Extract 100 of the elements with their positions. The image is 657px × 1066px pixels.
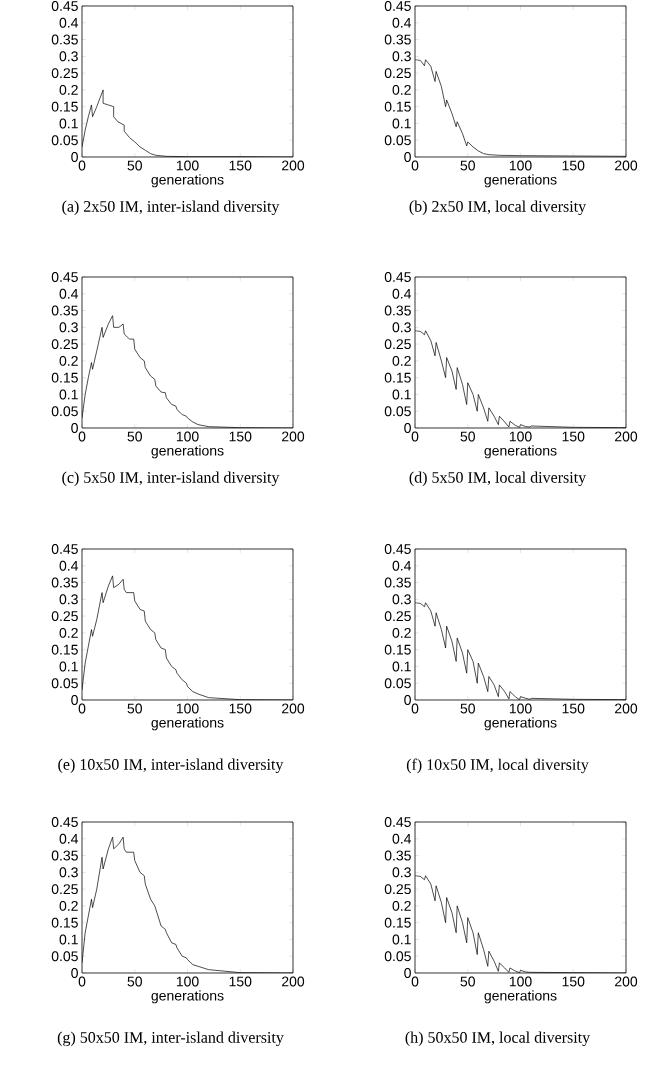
x-tick-label: 100	[176, 160, 199, 171]
x-tick-label: 100	[176, 976, 199, 987]
x-tick-label: 200	[615, 703, 638, 714]
x-tick-label: 200	[282, 160, 305, 171]
y-tick-label: 0.15	[384, 644, 411, 655]
y-tick-label: 0.2	[59, 84, 78, 95]
y-tick-label: 0.3	[392, 594, 411, 605]
y-tick-label: 0.1	[59, 389, 78, 400]
y-tick-label: 0.1	[392, 934, 411, 945]
x-tick-label: 100	[509, 431, 532, 442]
x-tick-label: 200	[615, 976, 638, 987]
y-tick-label: 0.1	[392, 389, 411, 400]
x-tick-label: 150	[562, 431, 585, 442]
y-tick-label: 0.15	[51, 644, 78, 655]
y-tick-label: 0.3	[59, 322, 78, 333]
y-tick-label: 0.25	[384, 68, 411, 79]
x-tick-label: 100	[509, 160, 532, 171]
y-tick-label: 0	[71, 423, 78, 433]
y-tick-label: 0.2	[59, 355, 78, 366]
x-tick-label: 50	[460, 431, 475, 442]
y-tick-label: 0.1	[59, 118, 78, 129]
y-tick-label: 0.45	[51, 272, 78, 282]
x-tick-label: 0	[411, 976, 419, 987]
x-tick-label: 200	[282, 431, 305, 442]
text: (g) 50x50 IM, inter-island diversity	[57, 1031, 284, 1047]
y-tick-label: 0	[71, 695, 78, 705]
y-tick-label: 0.35	[384, 305, 411, 316]
x-tick-label: 50	[127, 431, 142, 442]
x-tick-label: 200	[282, 976, 305, 987]
x-axis-title: generations	[484, 174, 557, 188]
x-tick-label: 0	[411, 160, 419, 171]
x-axis-title: generations	[484, 990, 557, 1004]
y-tick-label: 0.4	[392, 560, 412, 571]
y-tick-label: 0.25	[384, 611, 411, 622]
y-tick-label: 0.2	[59, 900, 78, 911]
x-tick-label: 100	[509, 703, 532, 714]
x-tick-label: 100	[176, 703, 199, 714]
x-tick-label: 150	[229, 160, 252, 171]
y-tick-label: 0.45	[51, 1, 78, 11]
x-tick-label: 0	[78, 431, 86, 442]
x-tick-label: 100	[509, 976, 532, 987]
x-tick-label: 50	[460, 703, 475, 714]
y-tick-label: 0	[71, 968, 78, 978]
y-tick-label: 0.1	[59, 934, 78, 945]
x-axis-title: generations	[484, 717, 557, 731]
y-tick-label: 0.05	[384, 678, 411, 689]
y-tick-label: 0.35	[51, 577, 78, 588]
y-tick-label: 0.4	[59, 560, 79, 571]
text: (f) 10x50 IM, local diversity	[406, 758, 589, 774]
y-tick-label: 0.4	[392, 288, 412, 299]
y-tick-label: 0.1	[59, 661, 78, 672]
y-tick-label: 0.4	[392, 833, 412, 844]
y-tick-label: 0.2	[59, 627, 78, 638]
x-tick-label: 150	[229, 976, 252, 987]
x-axis-title: generations	[151, 445, 224, 459]
x-tick-label: 50	[460, 160, 475, 171]
y-tick-label: 0.05	[51, 951, 78, 962]
text: (h) 50x50 IM, local diversity	[405, 1031, 591, 1047]
y-tick-label: 0.05	[51, 678, 78, 689]
x-tick-label: 0	[411, 431, 419, 442]
x-axis-title: generations	[151, 990, 224, 1004]
y-tick-label: 0.1	[392, 661, 411, 672]
y-tick-label: 0.4	[59, 17, 79, 28]
x-tick-label: 150	[562, 976, 585, 987]
y-tick-label: 0.4	[59, 833, 79, 844]
x-tick-label: 150	[562, 703, 585, 714]
y-tick-label: 0	[404, 695, 411, 705]
text: (c) 5x50 IM, inter-island diversity	[62, 471, 280, 487]
y-tick-label: 0.35	[384, 850, 411, 861]
y-tick-label: 0	[404, 968, 411, 978]
x-tick-label: 100	[176, 431, 199, 442]
y-tick-label: 0	[71, 152, 78, 162]
text: (b) 2x50 IM, local diversity	[409, 200, 587, 216]
y-tick-label: 0.2	[392, 355, 411, 366]
x-tick-label: 50	[127, 160, 142, 171]
x-tick-label: 200	[615, 431, 638, 442]
y-tick-label: 0.3	[59, 594, 78, 605]
y-tick-label: 0.45	[384, 817, 411, 827]
x-tick-label: 50	[460, 976, 475, 987]
y-tick-label: 0	[404, 423, 411, 433]
y-tick-label: 0.3	[392, 51, 411, 62]
y-tick-label: 0.2	[392, 900, 411, 911]
y-tick-label: 0.05	[384, 951, 411, 962]
y-tick-label: 0.45	[384, 544, 411, 554]
y-tick-label: 0.3	[392, 322, 411, 333]
x-tick-label: 200	[615, 160, 638, 171]
y-tick-label: 0.2	[392, 627, 411, 638]
x-axis-title: generations	[151, 717, 224, 731]
text: (d) 5x50 IM, local diversity	[409, 471, 587, 487]
y-tick-label: 0.4	[392, 17, 412, 28]
y-tick-label: 0.35	[51, 34, 78, 45]
y-tick-label: 0.15	[384, 101, 411, 112]
x-tick-label: 0	[78, 976, 86, 987]
x-tick-label: 50	[127, 703, 142, 714]
y-tick-label: 0.35	[51, 305, 78, 316]
y-tick-label: 0.25	[51, 68, 78, 79]
x-tick-label: 50	[127, 976, 142, 987]
y-tick-label: 0.25	[51, 339, 78, 350]
y-tick-label: 0.3	[59, 51, 78, 62]
x-tick-label: 0	[78, 160, 86, 171]
